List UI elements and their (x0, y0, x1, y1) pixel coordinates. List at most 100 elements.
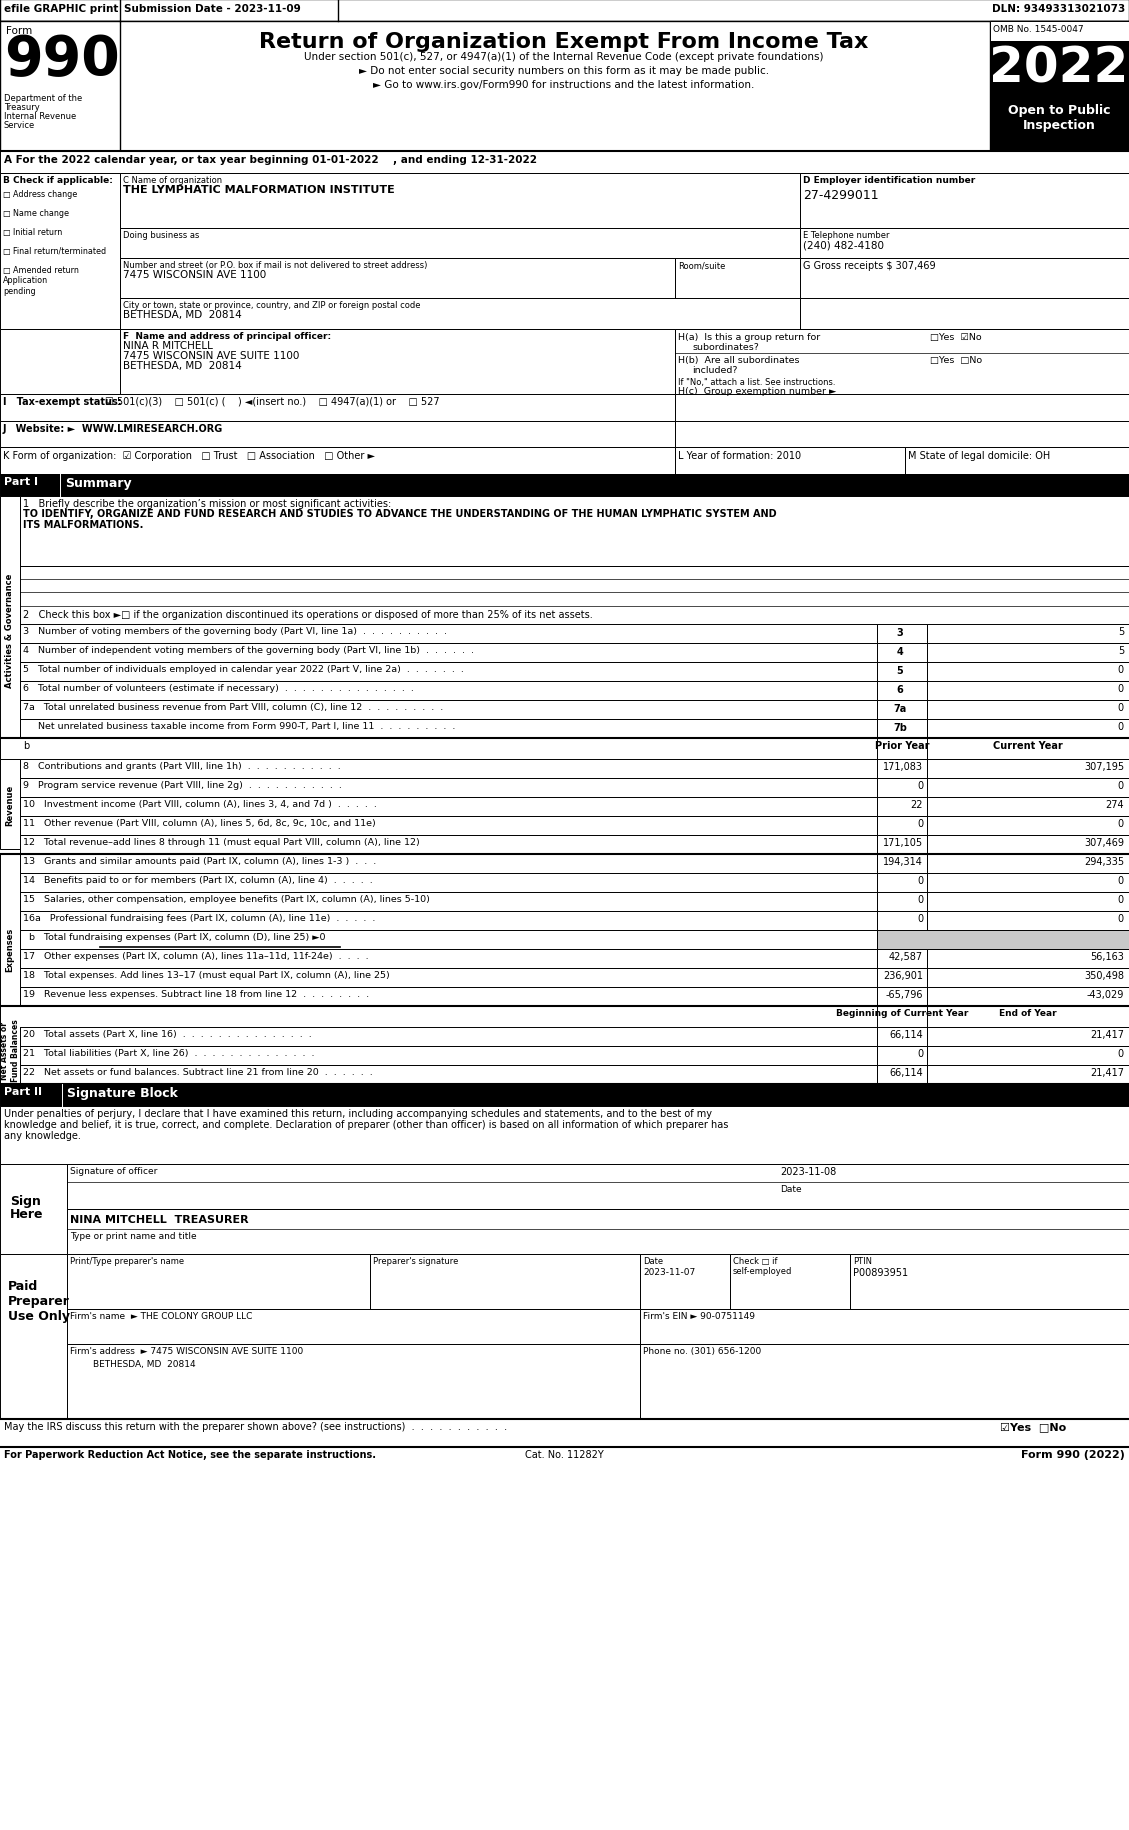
Text: H(b)  Are all subordinates: H(b) Are all subordinates (679, 355, 799, 364)
Text: 0: 0 (917, 818, 924, 829)
Text: 15   Salaries, other compensation, employee benefits (Part IX, column (A), lines: 15 Salaries, other compensation, employe… (23, 895, 430, 904)
Bar (877, 950, 927, 968)
Text: 0: 0 (1118, 818, 1124, 829)
Text: Number and street (or P.O. box if mail is not delivered to street address): Number and street (or P.O. box if mail i… (123, 262, 428, 269)
Text: 2   Check this box ►□ if the organization discontinued its operations or dispose: 2 Check this box ►□ if the organization … (23, 609, 593, 620)
Bar (927, 893, 1129, 911)
Text: D Employer identification number: D Employer identification number (803, 176, 975, 185)
Text: b: b (23, 741, 29, 750)
Bar (0, 22, 120, 152)
Bar (0, 855, 20, 1045)
Bar (0, 1107, 1129, 1164)
Text: 194,314: 194,314 (883, 856, 924, 867)
Bar (0, 1254, 67, 1420)
Bar (20, 719, 877, 739)
Bar (730, 1254, 850, 1308)
Bar (20, 681, 877, 701)
Text: 21   Total liabilities (Part X, line 26)  .  .  .  .  .  .  .  .  .  .  .  .  . : 21 Total liabilities (Part X, line 26) .… (23, 1049, 315, 1058)
Bar (675, 258, 800, 298)
Text: NINA R MITCHELL: NINA R MITCHELL (123, 340, 213, 351)
Bar (990, 22, 1129, 42)
Text: 27-4299011: 27-4299011 (803, 188, 878, 201)
Bar (927, 988, 1129, 1007)
Bar (927, 911, 1129, 930)
Text: Under penalties of perjury, I declare that I have examined this return, includin: Under penalties of perjury, I declare th… (5, 1109, 712, 1118)
Bar (800, 298, 1129, 329)
Text: efile GRAPHIC print: efile GRAPHIC print (5, 4, 119, 15)
Text: Type or print name and title: Type or print name and title (70, 1232, 196, 1241)
Bar (20, 855, 877, 873)
Bar (927, 950, 1129, 968)
Bar (877, 836, 927, 855)
Bar (877, 968, 927, 988)
Text: C Name of organization: C Name of organization (123, 176, 222, 185)
Text: 42,587: 42,587 (889, 952, 924, 961)
Text: TO IDENTIFY, ORGANIZE AND FUND RESEARCH AND STUDIES TO ADVANCE THE UNDERSTANDING: TO IDENTIFY, ORGANIZE AND FUND RESEARCH … (23, 509, 777, 518)
Text: Part I: Part I (5, 478, 38, 487)
Text: 19   Revenue less expenses. Subtract line 18 from line 12  .  .  .  .  .  .  .  : 19 Revenue less expenses. Subtract line … (23, 990, 369, 999)
Text: 18   Total expenses. Add lines 13–17 (must equal Part IX, column (A), line 25): 18 Total expenses. Add lines 13–17 (must… (23, 970, 390, 979)
Text: Paid: Paid (8, 1279, 38, 1292)
Bar (927, 662, 1129, 681)
Bar (877, 930, 1129, 950)
Text: 6   Total number of volunteers (estimate if necessary)  .  .  .  .  .  .  .  .  : 6 Total number of volunteers (estimate i… (23, 684, 414, 692)
Text: K Form of organization:  ☑ Corporation   □ Trust   □ Association   □ Other ►: K Form of organization: ☑ Corporation □ … (3, 450, 375, 461)
Text: Doing business as: Doing business as (123, 231, 200, 240)
Bar (20, 624, 877, 644)
Bar (877, 911, 927, 930)
Text: 7475 WISCONSIN AVE SUITE 1100: 7475 WISCONSIN AVE SUITE 1100 (123, 351, 299, 361)
Bar (20, 893, 877, 911)
Text: 7b: 7b (893, 723, 907, 732)
Text: □ Final return/terminated: □ Final return/terminated (3, 247, 106, 256)
Text: 0: 0 (917, 895, 924, 904)
Text: End of Year: End of Year (999, 1008, 1057, 1017)
Text: Preparer: Preparer (8, 1294, 70, 1307)
Bar (0, 1085, 1129, 1107)
Text: □Yes  ☑No: □Yes ☑No (930, 333, 981, 342)
Text: I   Tax-exempt status:: I Tax-exempt status: (3, 397, 122, 406)
Text: 0: 0 (917, 1049, 924, 1058)
Text: F  Name and address of principal officer:: F Name and address of principal officer: (123, 331, 331, 340)
Text: Prior Year: Prior Year (875, 741, 929, 750)
Text: ☑Yes  □No: ☑Yes □No (1000, 1422, 1066, 1431)
Bar (20, 1007, 877, 1027)
Text: BETHESDA, MD  20814: BETHESDA, MD 20814 (123, 309, 242, 320)
Text: □ Amended return
Application
pending: □ Amended return Application pending (3, 265, 79, 296)
Bar (20, 1047, 877, 1065)
Text: 21,417: 21,417 (1089, 1067, 1124, 1078)
Bar (800, 229, 1129, 258)
Text: 307,195: 307,195 (1084, 761, 1124, 772)
Bar (640, 1345, 1129, 1420)
Bar (927, 644, 1129, 662)
Text: DLN: 93493313021073: DLN: 93493313021073 (991, 4, 1124, 15)
Text: 7a   Total unrelated business revenue from Part VIII, column (C), line 12  .  . : 7a Total unrelated business revenue from… (23, 703, 444, 712)
Text: Sign: Sign (10, 1195, 41, 1208)
Bar (20, 644, 877, 662)
Text: 66,114: 66,114 (890, 1030, 924, 1039)
Text: 21,417: 21,417 (1089, 1030, 1124, 1039)
Bar (877, 778, 927, 798)
Bar (120, 329, 675, 395)
Text: Check □ if
self-employed: Check □ if self-employed (733, 1257, 793, 1276)
Bar (927, 816, 1129, 836)
Bar (120, 258, 675, 298)
Bar (927, 759, 1129, 778)
Text: 12   Total revenue–add lines 8 through 11 (must equal Part VIII, column (A), lin: 12 Total revenue–add lines 8 through 11 … (23, 838, 420, 847)
Bar (927, 681, 1129, 701)
Bar (20, 930, 877, 950)
Text: J   Website: ►  WWW.LMIRESEARCH.ORG: J Website: ► WWW.LMIRESEARCH.ORG (3, 425, 224, 434)
Bar (927, 701, 1129, 719)
Bar (877, 1047, 927, 1065)
Bar (20, 759, 877, 778)
Bar (20, 816, 877, 836)
Text: 0: 0 (917, 875, 924, 886)
Text: 0: 0 (1118, 664, 1124, 675)
Text: 0: 0 (1118, 781, 1124, 791)
Bar (927, 739, 1129, 759)
Text: Phone no. (301) 656-1200: Phone no. (301) 656-1200 (644, 1347, 761, 1356)
Text: 17   Other expenses (Part IX, column (A), lines 11a–11d, 11f-24e)  .  .  .  .: 17 Other expenses (Part IX, column (A), … (23, 952, 369, 961)
Text: H(a)  Is this a group return for: H(a) Is this a group return for (679, 333, 821, 342)
Bar (675, 395, 1129, 421)
Bar (120, 229, 800, 258)
Bar (0, 421, 675, 448)
